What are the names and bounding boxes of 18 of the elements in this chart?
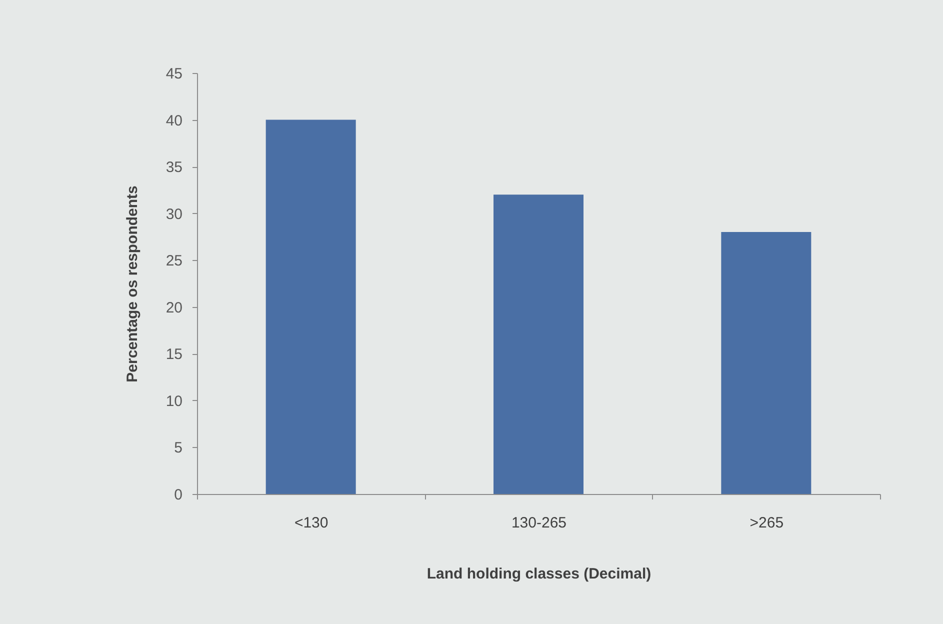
bar [494, 194, 584, 494]
y-tick-label: 30 [166, 206, 182, 223]
x-tick-label: >265 [750, 514, 784, 532]
x-axis-title: Land holding classes (Decimal) [426, 566, 652, 582]
bar [721, 232, 812, 494]
y-axis-title: Percentage os respondents [124, 186, 141, 382]
x-tick-label: <130 [294, 514, 328, 532]
x-tick-label: 130-265 [511, 514, 567, 532]
y-tick-label: 20 [166, 299, 182, 316]
y-tick-label: 10 [166, 392, 182, 410]
y-tick-label: 15 [166, 346, 182, 364]
y-tick-label: 5 [174, 440, 182, 457]
y-tick-label: 40 [166, 112, 182, 130]
bar [266, 120, 356, 494]
y-tick-label: 0 [174, 486, 182, 504]
y-tick-label: 35 [166, 159, 182, 176]
y-tick-label: 25 [166, 252, 182, 270]
y-tick-label: 45 [166, 66, 182, 82]
